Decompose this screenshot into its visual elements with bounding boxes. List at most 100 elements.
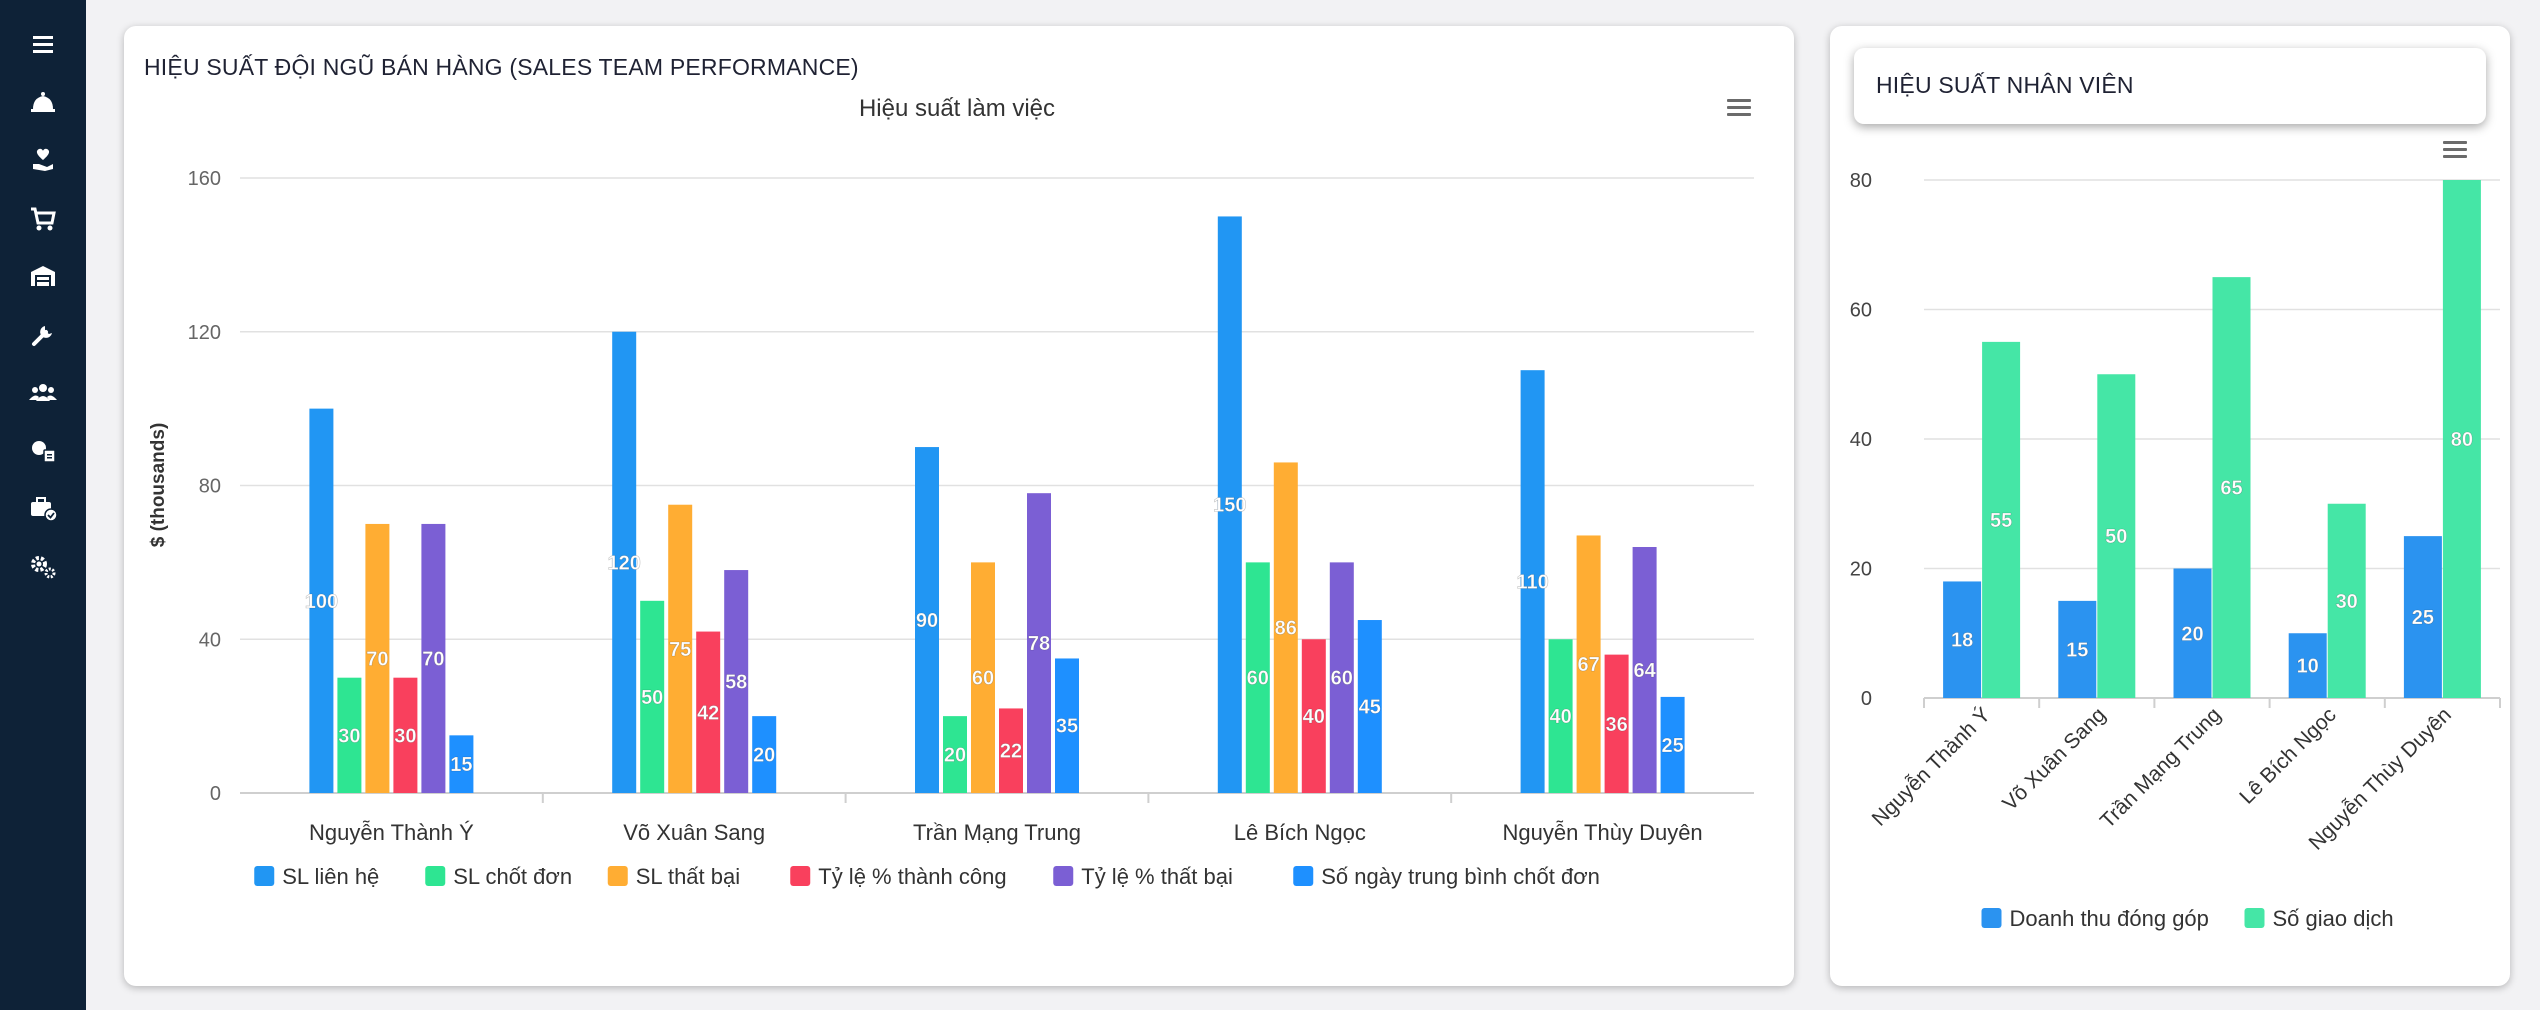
x-tick-label: Trần Mạng Trung xyxy=(2096,703,2226,833)
data-label: 60 xyxy=(1331,668,1353,690)
data-label: 80 xyxy=(2451,429,2473,451)
bar xyxy=(1943,581,1982,698)
gears-icon[interactable] xyxy=(23,546,63,586)
chart-menu-line xyxy=(1727,99,1751,102)
bar xyxy=(1245,562,1270,793)
money-report-icon[interactable] xyxy=(23,430,63,470)
y-tick-label: 0 xyxy=(1861,688,1872,710)
data-label: 75 xyxy=(669,639,691,661)
bar xyxy=(1357,620,1382,793)
bar xyxy=(752,716,777,793)
card-title-box: HIỆU SUẤT NHÂN VIÊN xyxy=(1854,48,2486,124)
data-label: 30 xyxy=(394,725,416,747)
data-label: 20 xyxy=(753,745,775,767)
data-label: 60 xyxy=(972,668,994,690)
data-label: 86 xyxy=(1275,618,1297,640)
data-label: 45 xyxy=(1359,697,1381,719)
bar xyxy=(612,331,637,793)
data-label: 22 xyxy=(1000,741,1022,763)
bar xyxy=(640,600,665,793)
team-performance-chart: Hiệu suất làm việc 0 40 80 120 160 $ (thousand… xyxy=(148,92,1754,889)
bar xyxy=(2403,536,2442,698)
legend-label: SL thất bại xyxy=(636,864,740,889)
data-label: 15 xyxy=(2066,639,2088,661)
menu-icon[interactable] xyxy=(23,24,63,64)
data-label: 50 xyxy=(641,687,663,709)
bar xyxy=(724,570,749,793)
data-label: 42 xyxy=(697,702,719,724)
y-tick-label: 120 xyxy=(188,322,221,344)
y-tick-label: 40 xyxy=(199,629,221,651)
bar xyxy=(2058,600,2097,698)
data-label: 50 xyxy=(2105,526,2127,548)
bar xyxy=(1301,639,1326,793)
legend-swatch xyxy=(2244,908,2265,928)
bar xyxy=(365,523,390,793)
warehouse-icon[interactable] xyxy=(23,256,63,296)
bar xyxy=(2212,277,2251,698)
cart-icon[interactable] xyxy=(23,198,63,238)
y-tick-label: 80 xyxy=(1850,170,1872,192)
bar xyxy=(1576,535,1601,793)
bar xyxy=(2173,568,2212,698)
x-tick-label: Nguyễn Thành Ý xyxy=(309,820,474,845)
data-label: 67 xyxy=(1577,654,1599,676)
bar xyxy=(1329,562,1354,793)
data-label: 30 xyxy=(2336,591,2358,613)
y-axis-label: $ (thousands) xyxy=(148,423,169,548)
chart-menu-icon[interactable] xyxy=(2440,134,2470,164)
hand-heart-icon[interactable] xyxy=(23,140,63,180)
chart-menu-line xyxy=(2443,155,2467,158)
bar xyxy=(1604,654,1629,793)
chart-menu-line xyxy=(1727,113,1751,116)
legend-label: SL liên hệ xyxy=(282,864,379,889)
chart-title: Hiệu suất làm việc xyxy=(859,95,1055,122)
card-title: HIỆU SUẤT NHÂN VIÊN xyxy=(1876,72,2134,98)
data-label: 110 xyxy=(1516,572,1548,594)
bar xyxy=(971,562,995,793)
data-label: 15 xyxy=(450,754,472,776)
bar xyxy=(943,716,967,793)
wrench-icon[interactable] xyxy=(23,314,63,354)
briefcase-check-icon[interactable] xyxy=(23,488,63,528)
y-tick-label: 160 xyxy=(188,168,221,190)
legend-label: Số giao dịch xyxy=(2273,906,2394,931)
chart-menu-icon[interactable] xyxy=(1724,92,1754,122)
data-label: 64 xyxy=(1633,660,1656,682)
legend-label: Tỷ lệ % thành công xyxy=(818,864,1006,889)
data-label: 65 xyxy=(2220,478,2242,500)
x-tick-label: Trần Mạng Trung xyxy=(913,820,1081,845)
bar xyxy=(393,677,418,793)
data-label: 18 xyxy=(1951,630,1973,652)
bar xyxy=(2442,180,2481,698)
x-tick-label: Võ Xuân Sang xyxy=(1998,703,2110,815)
employee-performance-card: 0 20 40 60 80 Nguyễn Thành Ý 18 55 Võ Xuân Sang 1… xyxy=(1830,26,2510,986)
data-label: 35 xyxy=(1056,716,1078,738)
bar xyxy=(915,447,939,793)
x-tick-label: Lê Bích Ngọc xyxy=(2235,703,2340,808)
data-label: 25 xyxy=(1661,735,1683,757)
bar xyxy=(309,408,334,793)
bar xyxy=(1273,462,1298,793)
bar xyxy=(1982,341,2021,698)
y-tick-label: 60 xyxy=(1850,300,1872,322)
x-tick-label: Võ Xuân Sang xyxy=(623,820,765,845)
employee-performance-chart: 0 20 40 60 80 Nguyễn Thành Ý 18 55 Võ Xuân Sang 1… xyxy=(1850,134,2501,931)
chart-menu-line xyxy=(1727,106,1751,109)
data-label: 70 xyxy=(422,648,444,670)
data-label: 10 xyxy=(2297,656,2319,678)
data-label: 90 xyxy=(916,610,938,632)
y-tick-label: 20 xyxy=(1850,559,1872,581)
data-label: 100 xyxy=(305,591,338,613)
bar xyxy=(1632,547,1657,793)
data-label: 150 xyxy=(1213,495,1246,517)
legend-swatch xyxy=(1293,866,1314,886)
bar xyxy=(1660,696,1685,793)
bar xyxy=(449,735,474,793)
legend-swatch xyxy=(254,866,275,886)
users-icon[interactable] xyxy=(23,372,63,412)
sidebar xyxy=(0,0,86,1010)
x-tick-label: Lê Bích Ngọc xyxy=(1234,820,1366,845)
y-tick-label: 0 xyxy=(210,783,221,805)
bell-icon[interactable] xyxy=(23,82,63,122)
